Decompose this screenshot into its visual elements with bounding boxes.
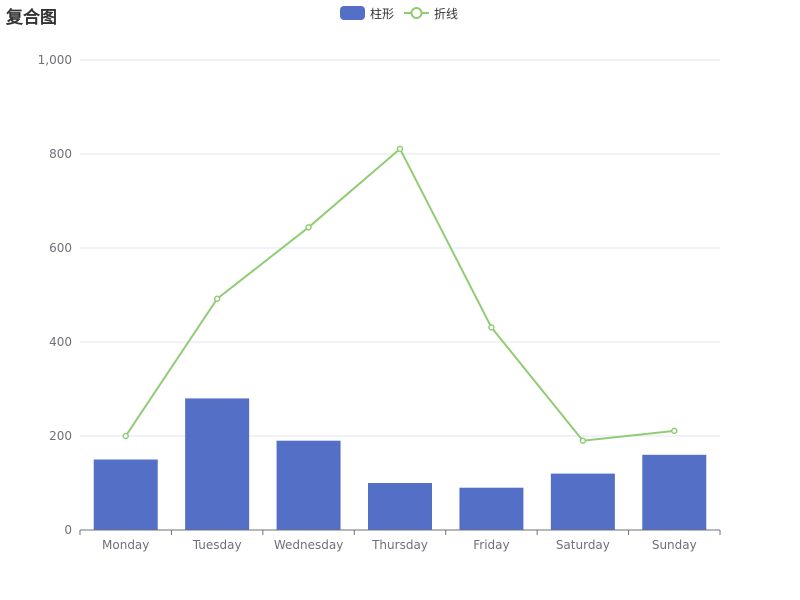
y-tick-label: 1,000 [38, 53, 72, 67]
y-tick-label: 800 [49, 147, 72, 161]
legend: 柱形 折线 [340, 4, 468, 22]
x-tick-label: Monday [102, 538, 149, 552]
y-tick-label: 0 [64, 523, 72, 537]
bar [368, 483, 432, 530]
line-point [579, 437, 587, 444]
bar [185, 398, 250, 530]
y-tick-label: 600 [49, 241, 72, 255]
y-tick-label: 200 [49, 429, 72, 443]
bar [642, 454, 707, 530]
x-tick-label: Tuesday [192, 538, 242, 552]
y-tick-label: 400 [49, 335, 72, 349]
legend-bar-swatch-icon [340, 6, 365, 20]
x-tick-label: Thursday [371, 538, 428, 552]
x-tick-label: Sunday [652, 538, 697, 552]
legend-item-line[interactable]: 折线 [404, 5, 458, 22]
x-tick-label: Saturday [556, 538, 610, 552]
x-tick-label: Wednesday [274, 538, 343, 552]
line-point [671, 427, 678, 435]
bar [550, 473, 615, 530]
line-point [213, 295, 221, 303]
series-line [124, 147, 675, 442]
bar [93, 459, 158, 530]
bar [459, 487, 524, 530]
x-tick-label: Friday [473, 538, 509, 552]
bar-series [93, 398, 707, 530]
legend-line-swatch-icon [404, 7, 430, 19]
line-point [305, 224, 312, 231]
line-series [122, 145, 678, 444]
legend-label-line: 折线 [434, 6, 459, 21]
legend-label-bar: 柱形 [370, 6, 395, 21]
line-point [396, 145, 404, 153]
axes: 0 200 400 600 800 1,000 Monday Tuesday Wednesday… [38, 53, 721, 552]
grid-lines [80, 59, 720, 437]
chart-title: 复合图 [6, 8, 57, 28]
bar [276, 440, 341, 530]
line-point [122, 432, 129, 440]
legend-item-bar[interactable]: 柱形 [340, 5, 394, 22]
line-point [488, 324, 495, 331]
